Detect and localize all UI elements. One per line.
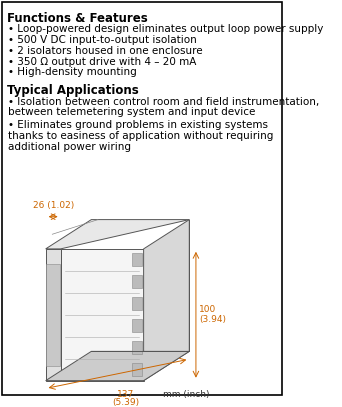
Text: between telemetering system and input device: between telemetering system and input de… — [8, 107, 256, 117]
Text: • 2 isolators housed in one enclosure: • 2 isolators housed in one enclosure — [8, 46, 203, 56]
Polygon shape — [132, 363, 142, 376]
Polygon shape — [46, 220, 189, 249]
Text: • High-density mounting: • High-density mounting — [8, 67, 137, 77]
Polygon shape — [144, 220, 189, 381]
Text: • 350 Ω output drive with 4 – 20 mA: • 350 Ω output drive with 4 – 20 mA — [8, 57, 197, 67]
Polygon shape — [132, 253, 142, 267]
Text: thanks to easiness of application without requiring: thanks to easiness of application withou… — [8, 131, 274, 141]
Text: (5.39): (5.39) — [112, 398, 139, 407]
Text: 100: 100 — [199, 305, 216, 314]
Text: 137: 137 — [117, 390, 134, 399]
Polygon shape — [132, 275, 142, 289]
Polygon shape — [132, 341, 142, 354]
Text: additional power wiring: additional power wiring — [8, 142, 131, 151]
Text: • Isolation between control room and field instrumentation,: • Isolation between control room and fie… — [8, 96, 319, 107]
Polygon shape — [46, 249, 61, 381]
Text: Typical Applications: Typical Applications — [6, 84, 139, 97]
Polygon shape — [47, 263, 60, 366]
Text: mm (inch): mm (inch) — [163, 390, 210, 399]
Text: Functions & Features: Functions & Features — [6, 12, 147, 25]
Polygon shape — [132, 297, 142, 311]
Text: • Eliminates ground problems in existing systems: • Eliminates ground problems in existing… — [8, 120, 268, 130]
Text: 26 (1.02): 26 (1.02) — [32, 201, 74, 210]
Polygon shape — [132, 319, 142, 333]
FancyBboxPatch shape — [2, 2, 282, 395]
Polygon shape — [46, 351, 189, 381]
Text: • Loop-powered design eliminates output loop power supply: • Loop-powered design eliminates output … — [8, 24, 324, 35]
Text: • 500 V DC input-to-output isolation: • 500 V DC input-to-output isolation — [8, 35, 197, 45]
Polygon shape — [61, 249, 144, 381]
Text: (3.94): (3.94) — [199, 315, 226, 324]
